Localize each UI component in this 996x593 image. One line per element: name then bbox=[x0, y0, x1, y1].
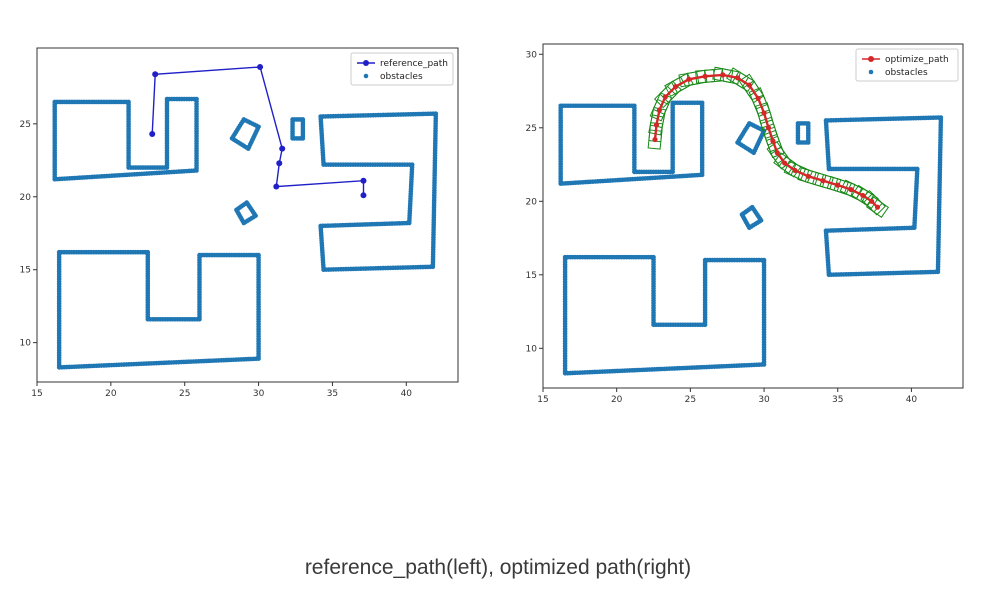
optimize-path-point bbox=[653, 122, 660, 128]
reference-path-point bbox=[360, 177, 367, 184]
optimize-path-point bbox=[869, 198, 875, 204]
obstacle-point bbox=[740, 214, 746, 219]
x-tick-label: 35 bbox=[832, 395, 843, 405]
reference-path-plot: 15 20 25 30 35 40 10 15 20 25 reference_pathobstac… bbox=[20, 47, 459, 399]
legend-path-swatch-marker bbox=[363, 60, 369, 66]
optimize-path-point bbox=[848, 186, 854, 193]
obstacle-outline bbox=[318, 111, 439, 272]
obstacle-point bbox=[795, 123, 801, 129]
x-tick-label: 20 bbox=[105, 389, 117, 399]
x-tick-label: 40 bbox=[906, 395, 918, 405]
optimize-path-point bbox=[820, 178, 826, 184]
reference-path-point bbox=[276, 160, 283, 167]
legend: optimize_path obstacles bbox=[855, 48, 959, 82]
obstacle-point bbox=[231, 137, 237, 143]
reference-path-point bbox=[273, 183, 280, 190]
legend-obstacles-swatch bbox=[363, 73, 369, 79]
obstacle-outline bbox=[234, 200, 258, 226]
obstacle-point bbox=[558, 105, 563, 111]
obstacle-point bbox=[318, 116, 324, 122]
x-tick-label: 20 bbox=[611, 395, 623, 405]
obstacle-outline bbox=[558, 100, 705, 186]
legend-obstacles-label: obstacles bbox=[380, 72, 423, 82]
y-tick-label: 15 bbox=[526, 271, 537, 281]
x-tick-label: 25 bbox=[685, 395, 696, 405]
x-tick-label: 15 bbox=[537, 395, 548, 405]
optimize-path-point bbox=[673, 84, 679, 90]
x-tick-label: 30 bbox=[758, 395, 770, 405]
obstacle-point bbox=[235, 209, 240, 215]
y-tick-label: 30 bbox=[526, 50, 538, 60]
obstacle-outline bbox=[795, 121, 811, 145]
y-tick-label: 20 bbox=[20, 193, 32, 203]
x-tick-label: 15 bbox=[31, 389, 42, 399]
reference-path-line bbox=[151, 66, 365, 196]
obstacle-outline bbox=[562, 254, 767, 376]
obstacle-point bbox=[823, 120, 829, 126]
obstacle-outline bbox=[229, 117, 261, 151]
legend: reference_path obstacles bbox=[350, 52, 454, 86]
optimize-path-point bbox=[702, 73, 708, 79]
legend-obstacles-swatch bbox=[868, 69, 874, 75]
optimize-path-point bbox=[782, 160, 788, 166]
optimize-path-point bbox=[761, 110, 767, 116]
reference-path-point bbox=[149, 131, 156, 138]
legend-box bbox=[350, 52, 454, 86]
obstacle-point bbox=[52, 102, 58, 107]
optimize-path-point bbox=[734, 75, 741, 81]
legend-box bbox=[855, 48, 959, 82]
obstacle-outline bbox=[823, 115, 944, 278]
legend-path-label: optimize_path bbox=[885, 55, 949, 65]
obstacle-outline bbox=[739, 204, 764, 231]
optimize-path-point bbox=[770, 138, 776, 144]
obstacle-point bbox=[56, 252, 62, 257]
legend-obstacles-label: obstacles bbox=[885, 68, 928, 78]
obstacle-outline bbox=[735, 121, 767, 156]
reference-path-point bbox=[152, 71, 159, 78]
optimize-path-point bbox=[835, 182, 841, 188]
reference-path-point bbox=[279, 145, 286, 152]
reference-path-point bbox=[257, 63, 264, 70]
optimize-path-point bbox=[805, 173, 811, 179]
x-tick-label: 25 bbox=[179, 389, 190, 399]
optimize-path-point bbox=[860, 192, 866, 199]
obstacle-point bbox=[737, 141, 742, 147]
optimize-path-point bbox=[874, 204, 881, 210]
optimized-path-plot: 15 20 25 30 35 40 10 15 20 25 30 optimize_pathobsta… bbox=[526, 43, 964, 405]
obstacle-outline bbox=[52, 96, 199, 182]
x-tick-label: 35 bbox=[327, 389, 338, 399]
figure-caption: reference_path(left), optimized path(rig… bbox=[304, 556, 692, 579]
y-tick-label: 10 bbox=[526, 344, 538, 354]
optimize-path-point bbox=[792, 167, 798, 174]
optimize-path-point bbox=[765, 125, 772, 131]
optimize-path-point bbox=[720, 72, 726, 78]
obstacle-outline bbox=[56, 249, 261, 370]
optimize-path-point bbox=[652, 136, 658, 143]
x-tick-label: 30 bbox=[253, 389, 265, 399]
plot-frame bbox=[36, 47, 459, 383]
optimize-path-point bbox=[662, 94, 668, 100]
x-tick-label: 40 bbox=[401, 389, 413, 399]
y-tick-label: 25 bbox=[526, 124, 537, 134]
legend-path-swatch-marker bbox=[868, 56, 874, 62]
optimize-path-point bbox=[656, 107, 663, 113]
y-tick-label: 25 bbox=[20, 120, 31, 130]
y-tick-label: 10 bbox=[20, 339, 32, 349]
y-tick-label: 15 bbox=[20, 266, 31, 276]
obstacle-outline bbox=[290, 117, 306, 141]
reference-path-point bbox=[360, 192, 367, 199]
plot-frame bbox=[542, 43, 964, 389]
optimize-path-point bbox=[686, 76, 692, 82]
obstacle-point bbox=[290, 119, 295, 125]
y-tick-label: 20 bbox=[526, 197, 538, 207]
obstacle-point bbox=[562, 257, 568, 262]
optimize-path-point bbox=[774, 150, 780, 156]
optimize-path-point bbox=[755, 95, 761, 101]
legend-path-label: reference_path bbox=[380, 59, 448, 69]
optimize-path-point bbox=[746, 82, 752, 88]
